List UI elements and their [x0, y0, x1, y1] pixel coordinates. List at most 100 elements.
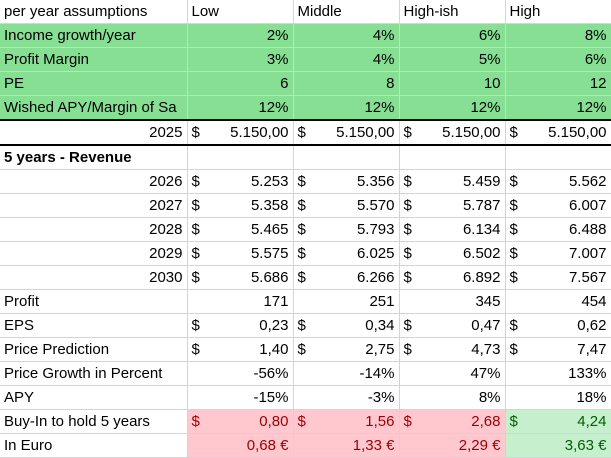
cell[interactable]: 1,33 €	[293, 433, 400, 458]
cell[interactable]: 6%	[399, 23, 506, 48]
cell[interactable]: $6.134	[399, 217, 506, 242]
cell[interactable]: $6.007	[505, 193, 611, 218]
cell[interactable]: 8	[293, 71, 400, 96]
cell[interactable]: $5.459	[399, 169, 506, 194]
row-label[interactable]: APY	[0, 385, 188, 410]
cell[interactable]: $5.358	[187, 193, 294, 218]
value: 6.488	[568, 221, 607, 238]
cell[interactable]: $5.575	[187, 241, 294, 266]
cell[interactable]	[399, 145, 506, 170]
cell[interactable]: 8%	[399, 385, 506, 410]
cell[interactable]: 171	[187, 289, 294, 314]
cell[interactable]	[293, 145, 400, 170]
col-high[interactable]: High	[505, 0, 611, 24]
cell[interactable]: $5.150,00	[399, 120, 506, 146]
row-label[interactable]: In Euro	[0, 433, 188, 458]
cell[interactable]: $5.562	[505, 169, 611, 194]
cell[interactable]: $6.266	[293, 265, 400, 290]
cell[interactable]: 12	[505, 71, 611, 96]
cell[interactable]: 345	[399, 289, 506, 314]
cell[interactable]: 12%	[505, 95, 611, 121]
cell[interactable]: $0,80	[187, 409, 294, 434]
cell[interactable]: 12%	[187, 95, 294, 121]
cell[interactable]: $6.502	[399, 241, 506, 266]
row-label[interactable]: Profit Margin	[0, 47, 188, 72]
cell[interactable]: $2,75	[293, 337, 400, 362]
cell[interactable]: 47%	[399, 361, 506, 386]
calc-rows: Profit 171 251 345 454 EPS $0,23 $0,34 $0,47 $0,6…	[0, 289, 611, 458]
row-label[interactable]: EPS	[0, 313, 188, 338]
cell[interactable]: 5%	[399, 47, 506, 72]
year-label[interactable]: 2027	[0, 193, 188, 218]
cell[interactable]: $0,62	[505, 313, 611, 338]
cell[interactable]: $6.892	[399, 265, 506, 290]
cell[interactable]: 18%	[505, 385, 611, 410]
cell[interactable]: $0,23	[187, 313, 294, 338]
revenue-row: 2029 $5.575 $6.025 $6.502 $7.007	[0, 241, 611, 266]
cell[interactable]: $1,40	[187, 337, 294, 362]
row-label[interactable]: Price Prediction	[0, 337, 188, 362]
cell[interactable]: $5.150,00	[505, 120, 611, 146]
section-title[interactable]: 5 years - Revenue	[0, 145, 188, 170]
base-year[interactable]: 2025	[0, 120, 188, 146]
cell[interactable]: $0,34	[293, 313, 400, 338]
cell[interactable]: $5.686	[187, 265, 294, 290]
cell[interactable]: 2%	[187, 23, 294, 48]
cell[interactable]: $5.150,00	[187, 120, 294, 146]
cell[interactable]: $5.253	[187, 169, 294, 194]
year-label[interactable]: 2029	[0, 241, 188, 266]
cell[interactable]: 10	[399, 71, 506, 96]
header-label[interactable]: per year assumptions	[0, 0, 188, 24]
row-label[interactable]: Profit	[0, 289, 188, 314]
row-label[interactable]: PE	[0, 71, 188, 96]
cell[interactable]: 251	[293, 289, 400, 314]
cell[interactable]: $5.150,00	[293, 120, 400, 146]
cell[interactable]: $7.567	[505, 265, 611, 290]
cell[interactable]: -56%	[187, 361, 294, 386]
cell[interactable]: $0,47	[399, 313, 506, 338]
col-low[interactable]: Low	[187, 0, 294, 24]
row-label[interactable]: Income growth/year	[0, 23, 188, 48]
col-middle[interactable]: Middle	[293, 0, 400, 24]
cell[interactable]: $6.488	[505, 217, 611, 242]
cell[interactable]: 0,68 €	[187, 433, 294, 458]
cell[interactable]: $5.793	[293, 217, 400, 242]
cell[interactable]: -3%	[293, 385, 400, 410]
cell[interactable]: 133%	[505, 361, 611, 386]
cell[interactable]: 12%	[293, 95, 400, 121]
row-label[interactable]: Wished APY/Margin of Sa	[0, 95, 188, 121]
cell[interactable]: $5.465	[187, 217, 294, 242]
cell[interactable]: 8%	[505, 23, 611, 48]
col-high-ish[interactable]: High-ish	[399, 0, 506, 24]
cell[interactable]: 12%	[399, 95, 506, 121]
cell[interactable]: $5.570	[293, 193, 400, 218]
cell[interactable]: 454	[505, 289, 611, 314]
cell[interactable]: $7,47	[505, 337, 611, 362]
cell[interactable]: $6.025	[293, 241, 400, 266]
value: 6.266	[356, 269, 395, 286]
year-label[interactable]: 2030	[0, 265, 188, 290]
cell[interactable]: $4,24	[505, 409, 611, 434]
cell[interactable]: $1,56	[293, 409, 400, 434]
cell[interactable]	[505, 145, 611, 170]
cell[interactable]: 6%	[505, 47, 611, 72]
row-label[interactable]: Price Growth in Percent	[0, 361, 188, 386]
cell[interactable]: -15%	[187, 385, 294, 410]
cell[interactable]: $2,68	[399, 409, 506, 434]
cell[interactable]: 4%	[293, 23, 400, 48]
cell[interactable]: $4,73	[399, 337, 506, 362]
cell[interactable]: $5.787	[399, 193, 506, 218]
row-label[interactable]: Buy-In to hold 5 years	[0, 409, 188, 434]
cell[interactable]: $5.356	[293, 169, 400, 194]
cell[interactable]: 2,29 €	[399, 433, 506, 458]
year-label[interactable]: 2028	[0, 217, 188, 242]
apy-row: APY -15% -3% 8% 18%	[0, 385, 611, 410]
cell[interactable]: 4%	[293, 47, 400, 72]
cell[interactable]: $7.007	[505, 241, 611, 266]
cell[interactable]: 3%	[187, 47, 294, 72]
year-label[interactable]: 2026	[0, 169, 188, 194]
cell[interactable]: 3,63 €	[505, 433, 611, 458]
cell[interactable]: -14%	[293, 361, 400, 386]
cell[interactable]: 6	[187, 71, 294, 96]
cell[interactable]	[187, 145, 294, 170]
